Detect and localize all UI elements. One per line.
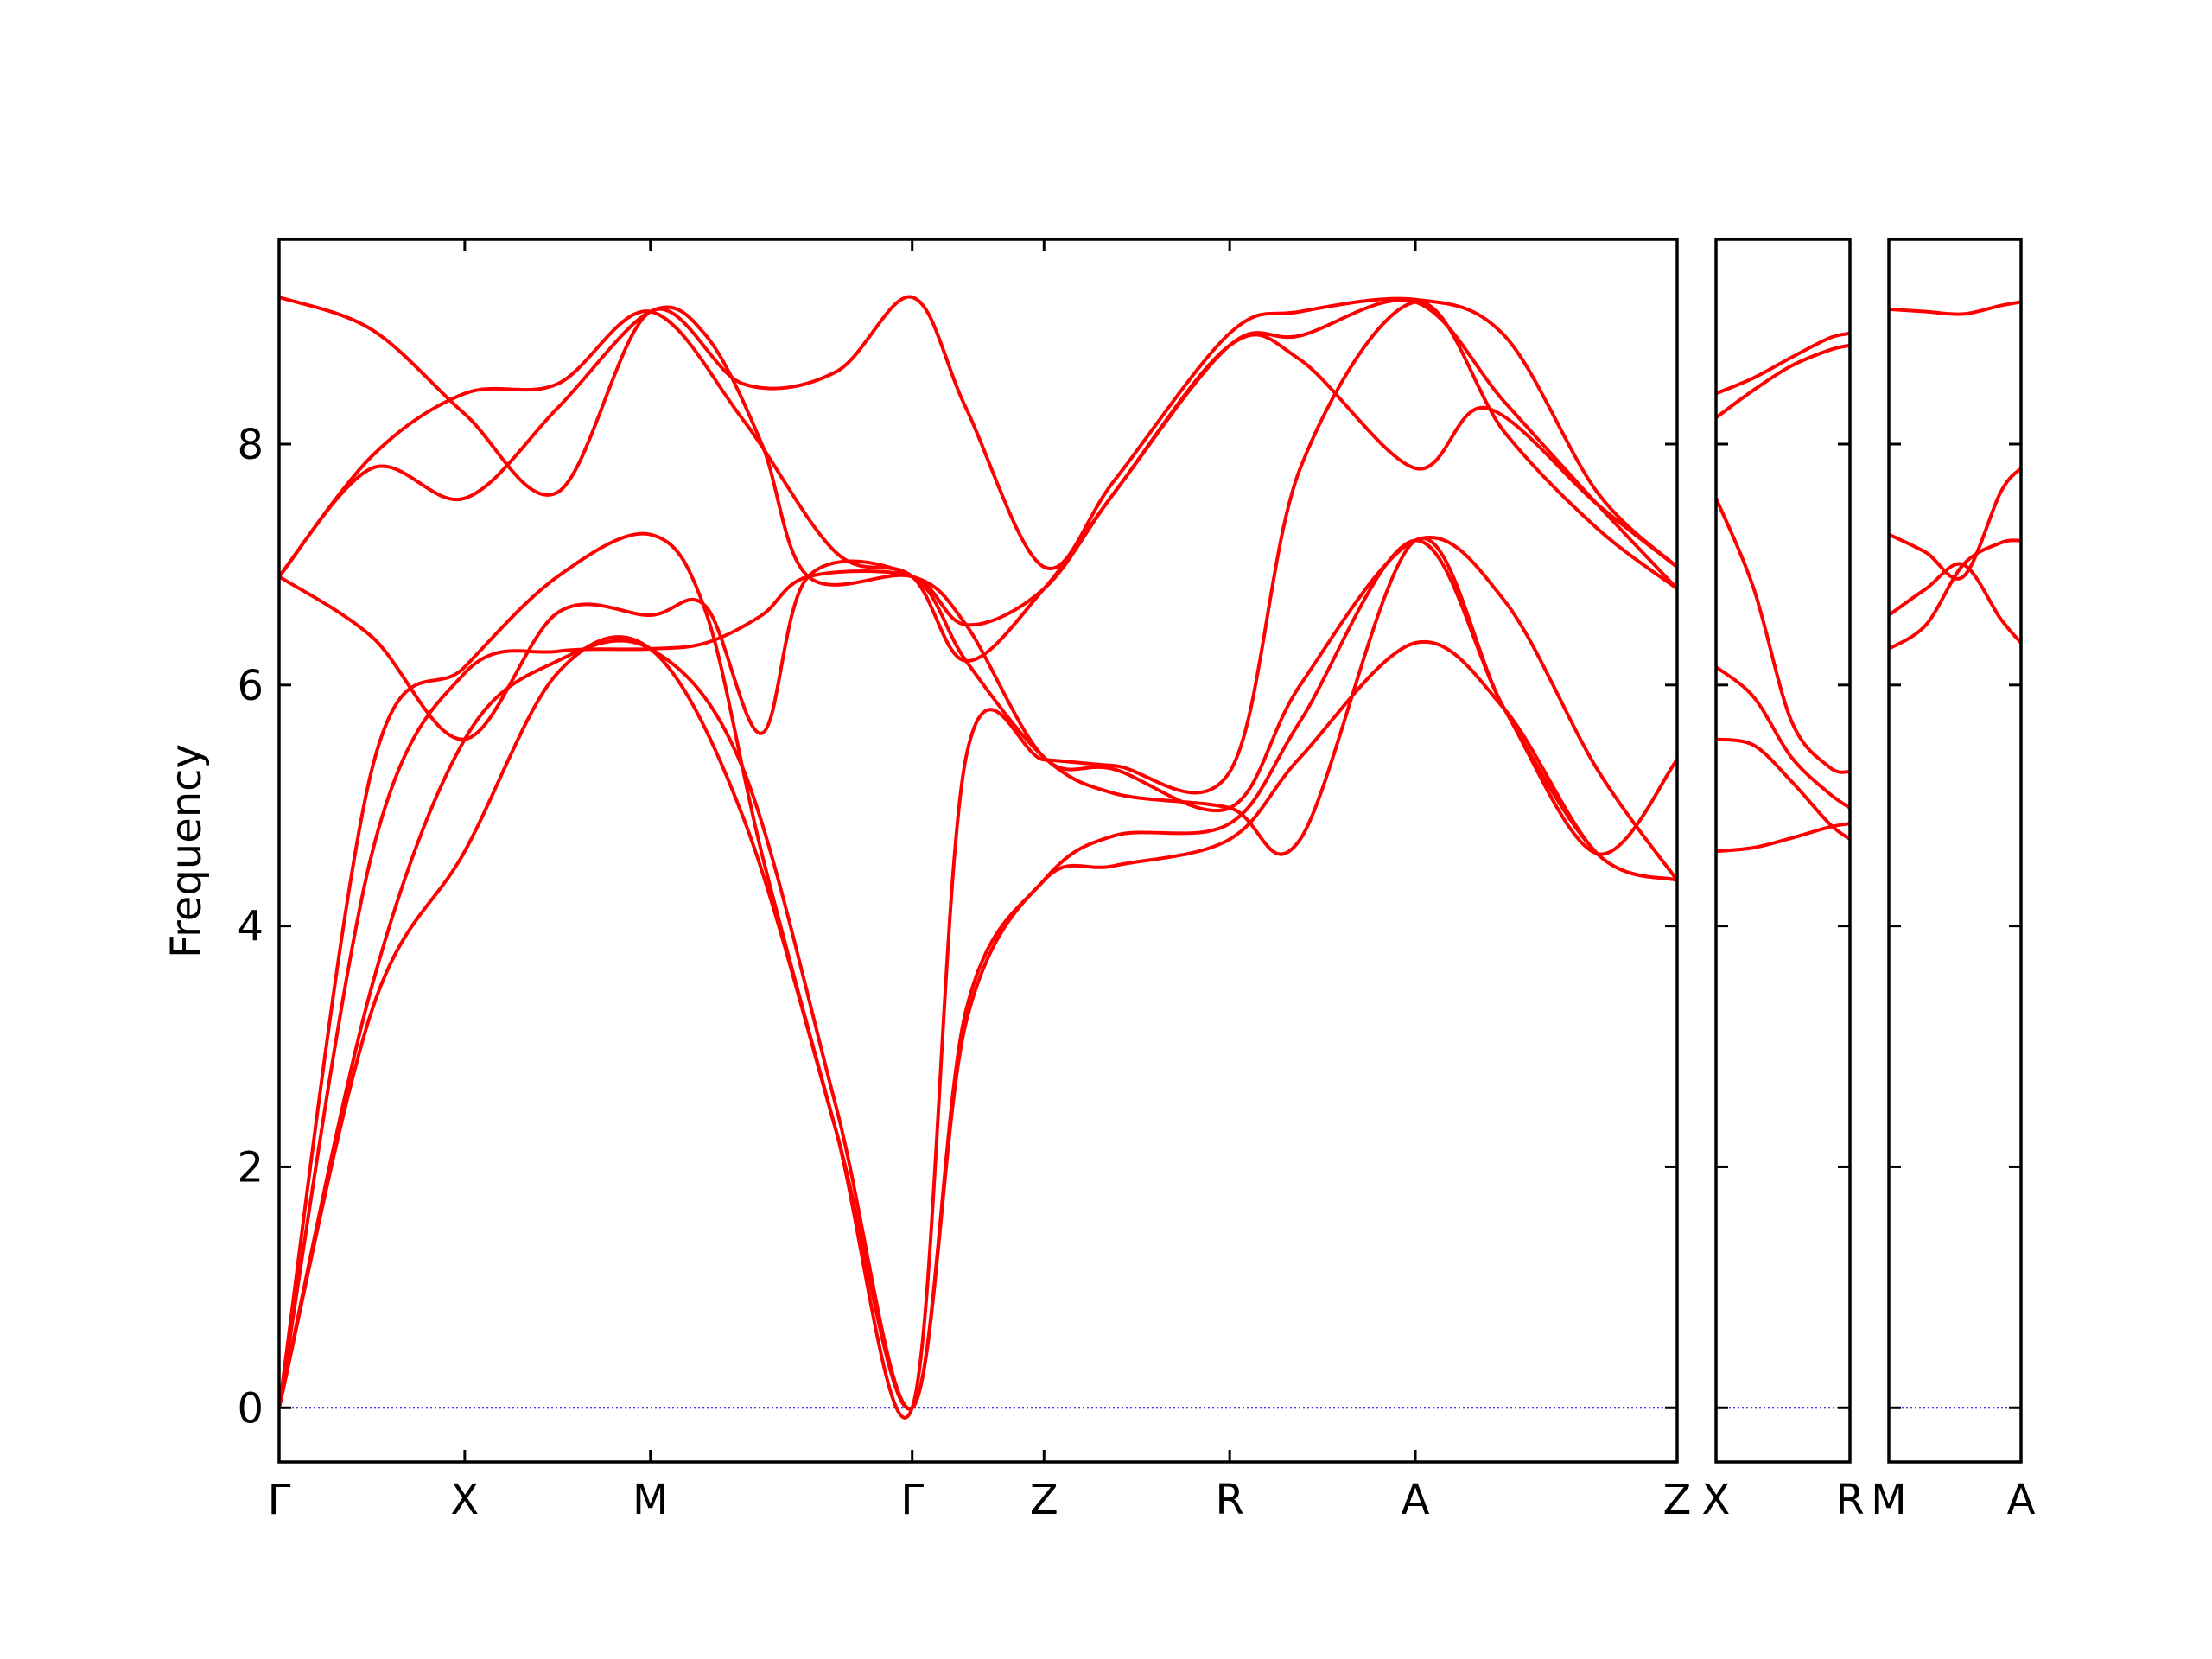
y-tick-label: 8 (237, 421, 264, 469)
phonon-band-line (1889, 538, 2021, 651)
phonon-band-line (1889, 562, 2021, 645)
phonon-band-line (279, 536, 1677, 856)
phonon-band-line (279, 298, 1677, 627)
x-tick-label: A (2007, 1476, 2036, 1524)
phonon-band-line (1716, 737, 1850, 842)
x-tick-label: R (1215, 1476, 1243, 1524)
phonon-band-line (1716, 664, 1850, 810)
y-axis-title: Frequency (162, 744, 211, 958)
panel--x-m-z-r-a-z: 0 2 4 6 8 Γ X M Γ Z R A Z (237, 238, 1692, 1524)
x-tick-label: Γ (268, 1476, 291, 1524)
phonon-band-line (1716, 822, 1850, 854)
phonon-band-line (279, 295, 1677, 570)
y-tick-label: 4 (237, 903, 264, 951)
phonon-band-line (279, 309, 1677, 663)
phonon-band-line (279, 300, 1677, 1420)
phonon-band-line (1889, 466, 2021, 581)
phonon-band-line (1716, 331, 1850, 396)
phonon-band-line (1716, 496, 1850, 774)
plot-frame (277, 238, 1679, 1464)
phonon-band-line (1716, 343, 1850, 420)
x-tick-label: Z (1030, 1476, 1058, 1524)
phonon-band-line (1889, 300, 2021, 316)
x-tick-label: R (1835, 1476, 1864, 1524)
phonon-band-line (279, 635, 1677, 1411)
x-tick-label: X (450, 1476, 479, 1524)
x-tick-label: M (632, 1476, 668, 1524)
plot-frame (1887, 238, 2023, 1464)
phonon-band-line (279, 535, 1677, 1410)
phonon-bands (1889, 300, 2021, 651)
plot-frame (1714, 238, 1852, 1464)
y-tick-label: 0 (237, 1384, 264, 1433)
x-tick-label: Γ (900, 1476, 924, 1524)
phonon-band-line (279, 538, 1677, 1411)
phonon-bands (279, 295, 1677, 1420)
y-tick-label: 2 (237, 1143, 264, 1192)
y-tick-label: 6 (237, 662, 264, 710)
phonon-bands (1716, 331, 1850, 854)
x-tick-label: Z (1663, 1476, 1692, 1524)
x-tick-label: A (1402, 1476, 1430, 1524)
x-tick-label: M (1871, 1476, 1906, 1524)
x-tick-label: X (1702, 1476, 1731, 1524)
